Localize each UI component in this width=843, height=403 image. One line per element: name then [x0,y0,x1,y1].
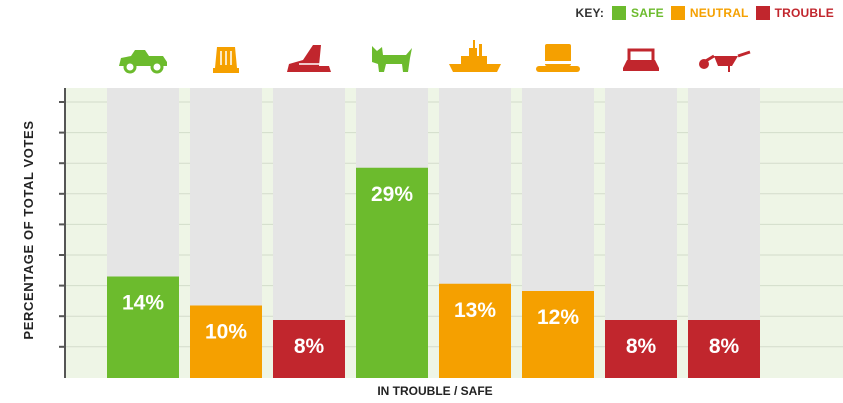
scottie-dog-icon [372,46,412,72]
bar-value-label: 29% [371,183,413,206]
legend-entry-trouble: TROUBLE [755,6,834,20]
race-car-icon [119,50,167,74]
legend-swatch-neutral [670,6,685,20]
bar [605,320,677,378]
battleship-icon [449,40,501,72]
legend-swatch-safe [612,6,627,20]
bar [688,320,760,378]
bar-value-label: 14% [122,292,164,315]
legend-label-safe: SAFE [631,6,664,20]
legend-title: KEY: [575,6,605,20]
legend-label-neutral: NEUTRAL [689,6,749,20]
legend-entry-neutral: NEUTRAL [670,6,749,20]
y-axis-ticks [59,101,65,348]
bar [190,305,262,378]
legend-swatch-trouble [755,6,770,20]
bar-value-label: 8% [626,335,657,358]
legend-label-trouble: TROUBLE [774,6,834,20]
bar-value-label: 13% [454,299,496,322]
iron-icon [623,48,659,71]
top-hat-icon [536,44,580,72]
wheelbarrow-icon [699,50,751,72]
thimble-icon [213,47,239,73]
bar-value-label: 8% [709,335,740,358]
bar [107,276,179,378]
bar-value-label: 12% [537,306,579,329]
category-icons [119,40,751,74]
y-axis-title: PERCENTAGE OF TOTAL VOTES [21,120,36,339]
bar [522,291,594,378]
boot-icon [287,45,331,72]
bars: 14% 10% 8% 29% 13% 12% 8% 8% [107,88,760,378]
legend-entry-safe: SAFE [612,6,664,20]
legend: KEY: SAFE NEUTRAL TROUBLE [575,4,834,22]
bar-value-label: 8% [294,335,325,358]
bar [273,320,345,378]
bar-value-label: 10% [205,321,247,344]
x-axis-title: IN TROUBLE / SAFE [377,384,492,398]
bar [439,283,511,378]
bar [356,167,428,378]
